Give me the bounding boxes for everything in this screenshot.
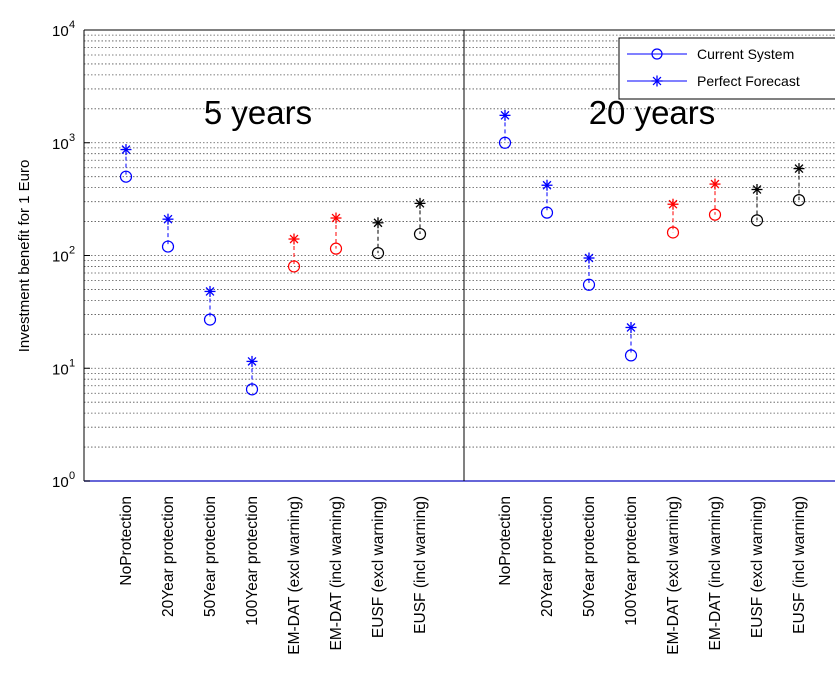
- current-system-point: [750, 214, 764, 227]
- y-tick-exponent: 1: [69, 357, 75, 369]
- perfect-forecast-point: [751, 183, 763, 195]
- grid-lines: [84, 34, 835, 448]
- current-system-point: [161, 240, 175, 253]
- perfect-forecast-point: [499, 109, 511, 121]
- perfect-forecast-point: [541, 179, 553, 191]
- data-marks: [119, 109, 806, 396]
- current-system-point: [666, 226, 680, 239]
- current-system-point: [708, 208, 722, 221]
- plot-area: [83, 29, 835, 482]
- x-tick-label: EM-DAT (excl warning): [286, 496, 303, 655]
- x-tick-label: 20Year protection: [539, 496, 556, 617]
- perfect-forecast-point: [204, 285, 216, 297]
- legend-label-perfect: Perfect Forecast: [697, 73, 800, 89]
- x-tick-labels: NoProtection 20Year protection 50Year prot…: [118, 496, 808, 655]
- current-system-point: [792, 193, 806, 207]
- y-tick-label: 10: [52, 361, 69, 378]
- panel-label-20-years: 20 years: [589, 94, 716, 131]
- x-tick-label: EUSF (incl warning): [791, 496, 808, 634]
- current-system-point: [413, 227, 427, 241]
- perfect-forecast-point: [330, 212, 342, 224]
- perfect-forecast-point: [625, 321, 637, 333]
- current-system-point: [245, 383, 259, 396]
- x-tick-label: 100Year protection: [244, 496, 261, 626]
- x-tick-label: EUSF (excl warning): [370, 496, 387, 638]
- perfect-forecast-point: [288, 233, 300, 245]
- current-system-point: [540, 206, 554, 219]
- perfect-forecast-point: [246, 355, 258, 367]
- y-tick-exponent: 4: [69, 19, 75, 31]
- current-system-point: [498, 136, 512, 149]
- perfect-forecast-point: [709, 178, 721, 190]
- y-tick-exponent: 3: [69, 132, 75, 144]
- y-tick-label: 10: [52, 249, 69, 266]
- x-tick-label: 50Year protection: [581, 496, 598, 617]
- y-axis-label: Investment benefit for 1 Euro: [16, 160, 33, 353]
- perfect-forecast-point: [162, 213, 174, 225]
- legend-asterisk-shape: [651, 75, 663, 87]
- current-system-point: [371, 247, 385, 260]
- perfect-forecast-point: [372, 217, 384, 229]
- legend-label-current: Current System: [697, 46, 794, 62]
- current-system-point: [287, 260, 301, 273]
- perfect-forecast-point: [583, 252, 595, 264]
- perfect-forecast-point: [120, 144, 132, 156]
- y-tick-label: 10: [52, 23, 69, 40]
- x-tick-label: EM-DAT (excl warning): [665, 496, 682, 655]
- x-tick-label: NoProtection: [497, 496, 514, 586]
- current-system-point: [119, 170, 133, 183]
- perfect-forecast-point: [667, 198, 679, 210]
- panel-label-5-years: 5 years: [204, 94, 312, 131]
- x-tick-label: 100Year protection: [623, 496, 640, 626]
- perfect-forecast-point: [793, 163, 805, 175]
- x-tick-label: EUSF (excl warning): [749, 496, 766, 638]
- y-tick-label: 10: [52, 136, 69, 153]
- current-system-point: [582, 278, 596, 291]
- x-tick-label: EM-DAT (incl warning): [328, 496, 345, 650]
- x-tick-label: 50Year protection: [202, 496, 219, 617]
- current-system-point: [203, 313, 217, 326]
- perfect-forecast-point: [414, 197, 426, 209]
- y-tick-exponent: 2: [69, 245, 75, 257]
- x-tick-label: 20Year protection: [160, 496, 177, 617]
- current-system-point: [624, 349, 638, 362]
- legend-box: [618, 37, 835, 100]
- legend: Current System Perfect Forecast: [618, 37, 835, 100]
- legend-marker-perfect: [651, 75, 663, 87]
- y-tick-exponent: 0: [69, 470, 75, 482]
- x-tick-label: EUSF (incl warning): [412, 496, 429, 634]
- x-tick-label: EM-DAT (incl warning): [707, 496, 724, 650]
- legend-marker-current: [651, 48, 663, 60]
- x-tick-label: NoProtection: [118, 496, 135, 586]
- y-tick-label: 10: [52, 474, 69, 491]
- current-system-point: [329, 242, 343, 255]
